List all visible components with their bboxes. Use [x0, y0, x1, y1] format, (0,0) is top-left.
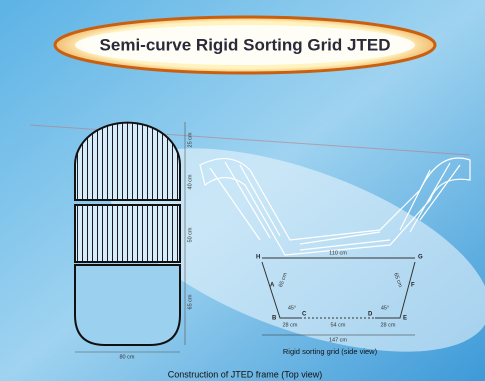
frame-middle — [75, 205, 180, 262]
dim-label: 80 cm — [120, 354, 135, 360]
point-label: D — [368, 312, 373, 318]
caption: Rigid sorting grid (side view) — [283, 347, 378, 356]
poster: Semi-curve Rigid Sorting Grid JTED 25 cm… — [0, 0, 485, 381]
dim-label: 28 cm — [283, 322, 298, 328]
point-label: B — [272, 316, 277, 322]
dim-label: 28 cm — [381, 322, 396, 328]
dim-label: 147 cm — [329, 337, 347, 343]
angle-label: 45° — [381, 305, 389, 311]
dim-label: 40 cm — [187, 174, 193, 189]
point-label: G — [418, 255, 423, 261]
point-label: H — [256, 255, 260, 261]
point-label: C — [302, 312, 307, 318]
point-label: A — [270, 283, 275, 289]
dim-label: 65 cm — [187, 294, 193, 309]
dim-label: 25 cm — [187, 132, 193, 147]
dim-label: 54 cm — [331, 322, 346, 328]
frame-top — [75, 123, 180, 200]
angle-label: 45° — [288, 305, 296, 311]
dim-label: 110 cm — [329, 250, 347, 256]
point-label: F — [411, 283, 415, 289]
caption: Construction of JTED frame (Top view) — [168, 369, 323, 379]
point-label: E — [403, 316, 407, 322]
top-view — [75, 123, 180, 345]
title: Semi-curve Rigid Sorting Grid JTED — [100, 35, 391, 54]
dim-label: 50 cm — [187, 227, 193, 242]
frame-bottom — [75, 265, 180, 345]
